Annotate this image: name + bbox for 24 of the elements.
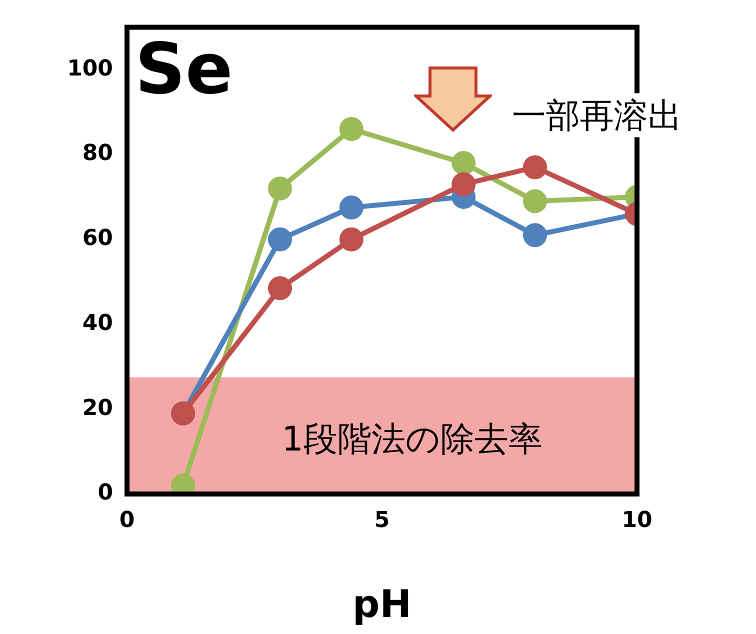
x-tick-label: 10 bbox=[622, 508, 652, 533]
point bbox=[268, 227, 292, 252]
point bbox=[523, 189, 547, 214]
point bbox=[268, 276, 292, 300]
y-tick-label: 80 bbox=[82, 141, 113, 166]
x-axis-title: pH bbox=[352, 582, 412, 626]
x-tick-label: 5 bbox=[374, 508, 390, 533]
y-tick-label: 0 bbox=[98, 480, 113, 506]
point bbox=[339, 227, 364, 252]
point bbox=[339, 117, 364, 142]
annotation: Se bbox=[135, 28, 233, 110]
y-tick-label: 20 bbox=[82, 396, 113, 421]
band-label: 1段階法の除去率 bbox=[282, 419, 542, 460]
point bbox=[268, 176, 292, 200]
y-tick-label: 100 bbox=[67, 56, 113, 82]
point bbox=[523, 223, 547, 248]
y-tick-label: 40 bbox=[82, 310, 113, 336]
point bbox=[452, 150, 476, 175]
point bbox=[452, 172, 476, 196]
y-tick-label: 60 bbox=[82, 226, 113, 252]
point bbox=[339, 196, 364, 220]
annotation: 一部再溶出 bbox=[512, 96, 682, 136]
point bbox=[523, 155, 547, 180]
x-tick-label: 0 bbox=[119, 508, 135, 533]
